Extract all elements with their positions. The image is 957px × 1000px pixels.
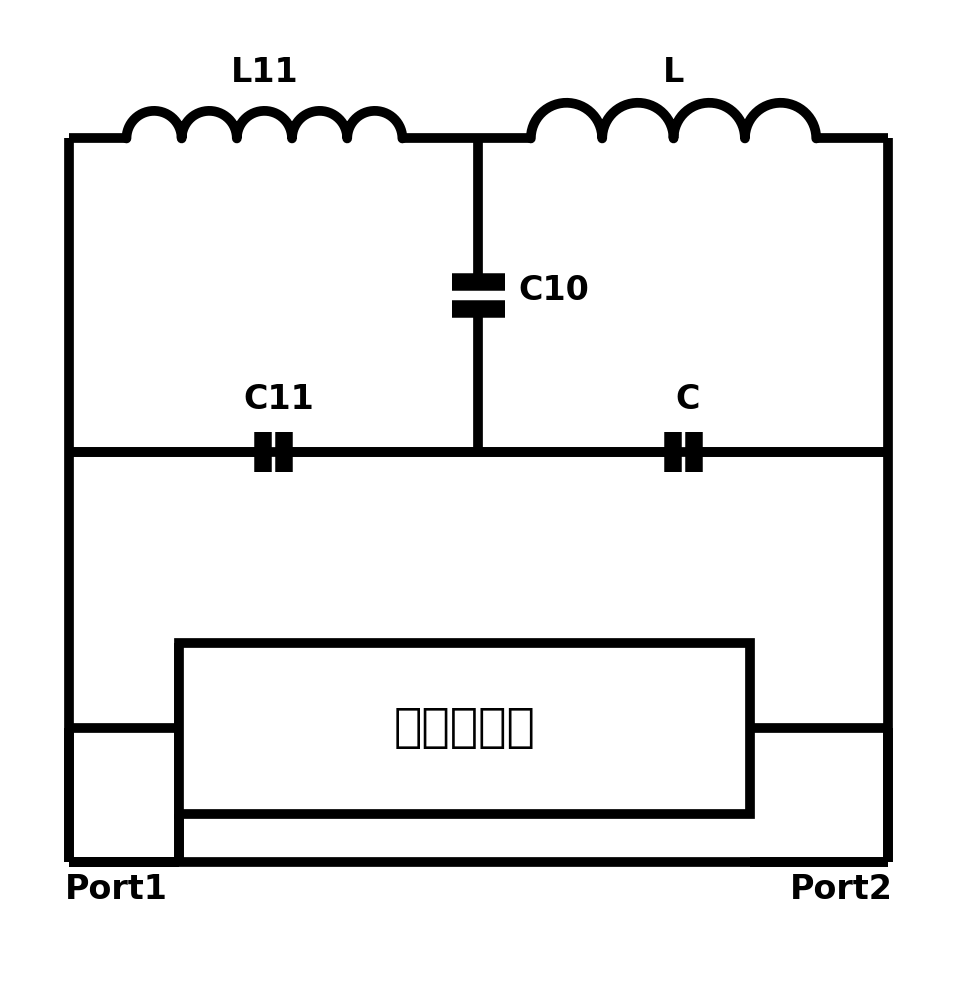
Text: C10: C10 [519,274,590,307]
Text: Port2: Port2 [790,873,892,906]
Text: L: L [663,56,684,89]
Text: 网络分析仪: 网络分析仪 [393,706,535,751]
Text: L11: L11 [231,56,299,89]
Text: Port1: Port1 [65,873,167,906]
Text: C11: C11 [243,383,314,416]
FancyBboxPatch shape [179,643,749,814]
Text: C: C [676,383,701,416]
